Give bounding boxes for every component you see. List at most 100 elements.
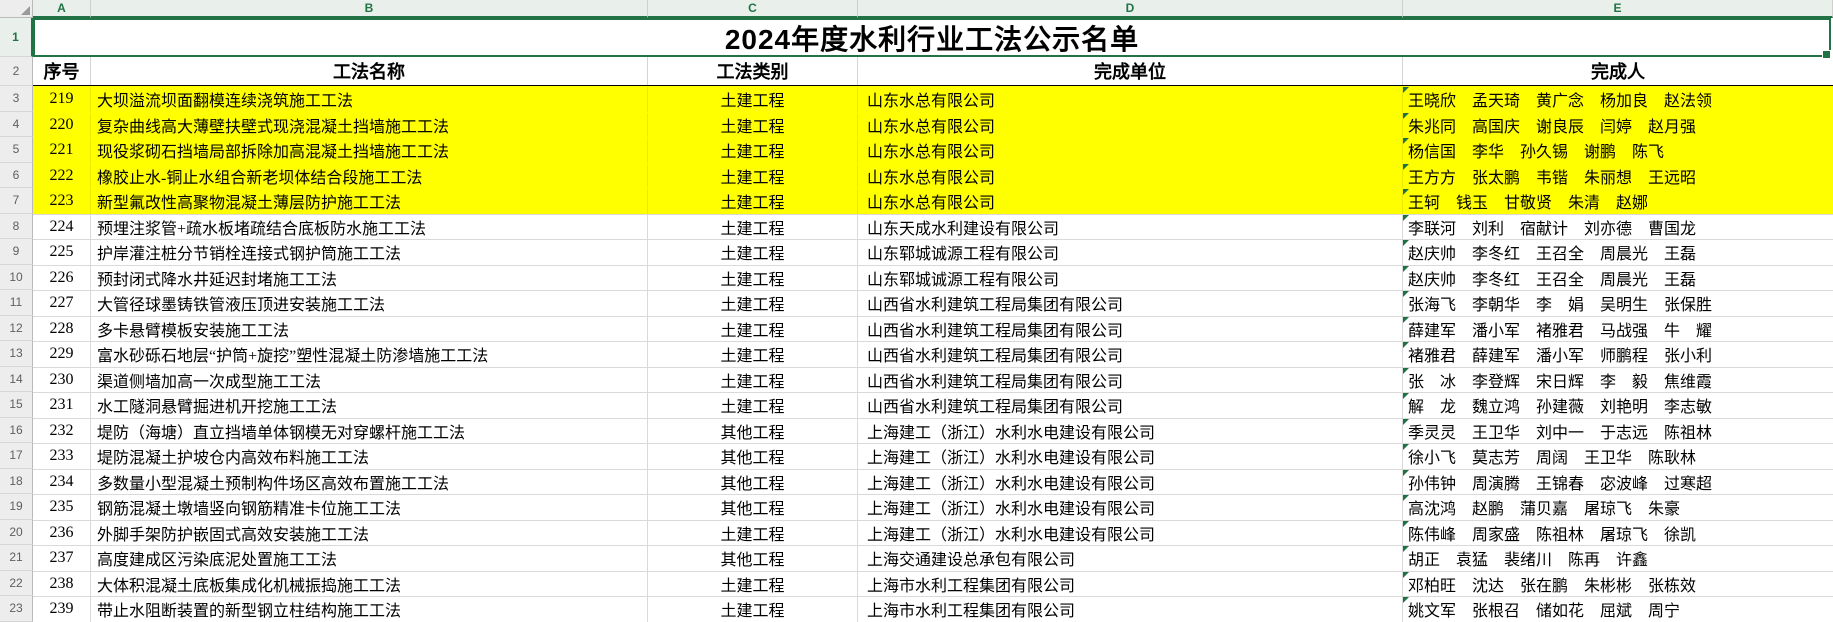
cell-name[interactable]: 多数量小型混凝土预制构件场区高效布置施工工法 xyxy=(91,469,648,494)
cell-name[interactable]: 预封闭式降水井延迟封堵施工工法 xyxy=(91,265,648,290)
cell-name[interactable]: 橡胶止水-铜止水组合新老坝体结合段施工工法 xyxy=(91,163,648,188)
cell-no[interactable]: 222 xyxy=(33,163,91,188)
row-header-17[interactable]: 17 xyxy=(0,443,33,469)
row-header-23[interactable]: 23 xyxy=(0,596,33,622)
cell-name[interactable]: 现役浆砌石挡墙局部拆除加高混凝土挡墙施工工法 xyxy=(91,138,648,163)
cell-category[interactable]: 其他工程 xyxy=(648,469,858,494)
cell-people[interactable]: 张 冰 李登辉 宋日辉 李 毅 焦维霞 xyxy=(1403,367,1833,393)
cell-people[interactable]: 陈伟峰 周家盛 陈祖林 屠琼飞 徐凯 xyxy=(1403,520,1833,546)
row-header-2[interactable]: 2 xyxy=(0,57,33,86)
cell-unit[interactable]: 山东水总有限公司 xyxy=(858,189,1403,214)
cell-category[interactable]: 土建工程 xyxy=(648,240,858,265)
cell-unit[interactable]: 上海市水利工程集团有限公司 xyxy=(858,571,1403,596)
row-header-14[interactable]: 14 xyxy=(0,366,33,392)
cell-no[interactable]: 238 xyxy=(33,571,91,596)
cell-people[interactable]: 赵庆帅 李冬红 王召全 周晨光 王磊 xyxy=(1403,265,1833,291)
cell-no[interactable]: 225 xyxy=(33,240,91,265)
row-header-18[interactable]: 18 xyxy=(0,468,33,494)
cell-people[interactable]: 季灵灵 王卫华 刘中一 于志远 陈祖林 xyxy=(1403,418,1833,444)
cell-people[interactable]: 邓柏旺 沈达 张在鹏 朱彬彬 张栋效 xyxy=(1403,571,1833,597)
cell-unit[interactable]: 山西省水利建筑工程局集团有限公司 xyxy=(858,367,1403,392)
cell-unit[interactable]: 山西省水利建筑工程局集团有限公司 xyxy=(858,316,1403,341)
row-header-6[interactable]: 6 xyxy=(0,162,33,188)
header-cell-unit[interactable]: 完成单位 xyxy=(858,57,1403,85)
row-header-8[interactable]: 8 xyxy=(0,213,33,239)
row-header-9[interactable]: 9 xyxy=(0,239,33,265)
cell-name[interactable]: 富水砂砾石地层“护筒+旋挖”塑性混凝土防渗墙施工工法 xyxy=(91,342,648,367)
cell-no[interactable]: 221 xyxy=(33,138,91,163)
header-cell-category[interactable]: 工法类别 xyxy=(648,57,858,85)
cell-name[interactable]: 大体积混凝土底板集成化机械振捣施工工法 xyxy=(91,571,648,596)
cell-no[interactable]: 229 xyxy=(33,342,91,367)
cell-no[interactable]: 228 xyxy=(33,316,91,341)
row-header-11[interactable]: 11 xyxy=(0,290,33,316)
cell-unit[interactable]: 上海建工（浙江）水利水电建设有限公司 xyxy=(858,469,1403,494)
cell-no[interactable]: 236 xyxy=(33,520,91,545)
cell-name[interactable]: 大管径球墨铸铁管液压顶进安装施工工法 xyxy=(91,291,648,316)
cell-category[interactable]: 土建工程 xyxy=(648,393,858,418)
cell-name[interactable]: 渠道侧墙加高一次成型施工工法 xyxy=(91,367,648,392)
row-header-3[interactable]: 3 xyxy=(0,86,33,112)
title-cell[interactable]: 2024年度水利行业工法公示名单 xyxy=(33,18,1831,59)
cell-people[interactable]: 孙伟钟 周演腾 王锦春 宓波峰 过寒超 xyxy=(1403,469,1833,495)
cell-people[interactable]: 杨信国 李华 孙久锡 谢鹏 陈飞 xyxy=(1403,138,1833,163)
cell-people[interactable]: 王晓欣 孟天琦 黄广念 杨加良 赵法领 xyxy=(1403,87,1833,112)
header-cell-no[interactable]: 序号 xyxy=(33,57,91,85)
select-all-corner[interactable] xyxy=(0,0,33,18)
cell-people[interactable]: 薛建军 潘小军 褚雅君 马战强 牛 耀 xyxy=(1403,316,1833,342)
cell-name[interactable]: 多卡悬臂模板安装施工工法 xyxy=(91,316,648,341)
cell-people[interactable]: 胡正 袁猛 裴绪川 陈再 许鑫 xyxy=(1403,546,1833,571)
cell-no[interactable]: 227 xyxy=(33,291,91,316)
row-header-13[interactable]: 13 xyxy=(0,341,33,367)
cell-category[interactable]: 土建工程 xyxy=(648,265,858,290)
cell-unit[interactable]: 上海建工（浙江）水利水电建设有限公司 xyxy=(858,444,1403,469)
column-header-b[interactable]: B xyxy=(91,0,648,18)
cell-name[interactable]: 护岸灌注桩分节销栓连接式钢护筒施工工法 xyxy=(91,240,648,265)
cell-name[interactable]: 水工隧洞悬臂掘进机开挖施工工法 xyxy=(91,393,648,418)
cell-no[interactable]: 219 xyxy=(33,87,91,112)
cell-category[interactable]: 土建工程 xyxy=(648,87,858,112)
cell-people[interactable]: 王方方 张太鹏 韦锴 朱丽想 王远昭 xyxy=(1403,163,1833,189)
header-cell-name[interactable]: 工法名称 xyxy=(91,57,648,85)
cell-people[interactable]: 赵庆帅 李冬红 王召全 周晨光 王磊 xyxy=(1403,240,1833,265)
row-header-19[interactable]: 19 xyxy=(0,494,33,520)
cell-category[interactable]: 土建工程 xyxy=(648,189,858,214)
cell-category[interactable]: 土建工程 xyxy=(648,316,858,341)
row-header-10[interactable]: 10 xyxy=(0,264,33,290)
cell-people[interactable]: 徐小飞 莫志芳 周阔 王卫华 陈耿林 xyxy=(1403,444,1833,469)
cell-name[interactable]: 预埋注浆管+疏水板堵疏结合底板防水施工工法 xyxy=(91,214,648,239)
cell-people[interactable]: 李联河 刘利 宿献计 刘亦德 曹国龙 xyxy=(1403,214,1833,240)
row-header-22[interactable]: 22 xyxy=(0,570,33,596)
column-header-c[interactable]: C xyxy=(648,0,858,18)
cell-name[interactable]: 新型氟改性高聚物混凝土薄层防护施工工法 xyxy=(91,189,648,214)
column-header-e[interactable]: E xyxy=(1403,0,1833,18)
row-header-5[interactable]: 5 xyxy=(0,137,33,163)
cell-category[interactable]: 土建工程 xyxy=(648,291,858,316)
cell-category[interactable]: 土建工程 xyxy=(648,520,858,545)
cell-unit[interactable]: 山东水总有限公司 xyxy=(858,163,1403,188)
cell-no[interactable]: 230 xyxy=(33,367,91,392)
cell-unit[interactable]: 山东天成水利建设有限公司 xyxy=(858,214,1403,239)
cell-name[interactable]: 钢筋混凝土墩墙竖向钢筋精准卡位施工工法 xyxy=(91,495,648,520)
cell-unit[interactable]: 上海建工（浙江）水利水电建设有限公司 xyxy=(858,418,1403,443)
cell-people[interactable]: 解 龙 魏立鸿 孙建薇 刘艳明 李志敏 xyxy=(1403,393,1833,418)
cell-unit[interactable]: 山东郓城诚源工程有限公司 xyxy=(858,240,1403,265)
cell-unit[interactable]: 山东郓城诚源工程有限公司 xyxy=(858,265,1403,290)
cell-name[interactable]: 复杂曲线高大薄壁扶壁式现浇混凝土挡墙施工工法 xyxy=(91,112,648,137)
cell-category[interactable]: 其他工程 xyxy=(648,495,858,520)
column-header-a[interactable]: A xyxy=(33,0,91,18)
cell-no[interactable]: 224 xyxy=(33,214,91,239)
cell-category[interactable]: 土建工程 xyxy=(648,138,858,163)
cell-unit[interactable]: 山西省水利建筑工程局集团有限公司 xyxy=(858,291,1403,316)
column-header-d[interactable]: D xyxy=(858,0,1403,18)
cell-people[interactable]: 王轲 钱玉 甘敬贤 朱清 赵娜 xyxy=(1403,189,1833,214)
cell-no[interactable]: 235 xyxy=(33,495,91,520)
cell-category[interactable]: 土建工程 xyxy=(648,163,858,188)
cell-name[interactable]: 高度建成区污染底泥处置施工工法 xyxy=(91,546,648,571)
cell-category[interactable]: 其他工程 xyxy=(648,444,858,469)
fill-handle[interactable] xyxy=(1822,50,1831,59)
cell-no[interactable]: 234 xyxy=(33,469,91,494)
row-header-4[interactable]: 4 xyxy=(0,111,33,137)
row-header-15[interactable]: 15 xyxy=(0,392,33,418)
cell-category[interactable]: 土建工程 xyxy=(648,367,858,392)
